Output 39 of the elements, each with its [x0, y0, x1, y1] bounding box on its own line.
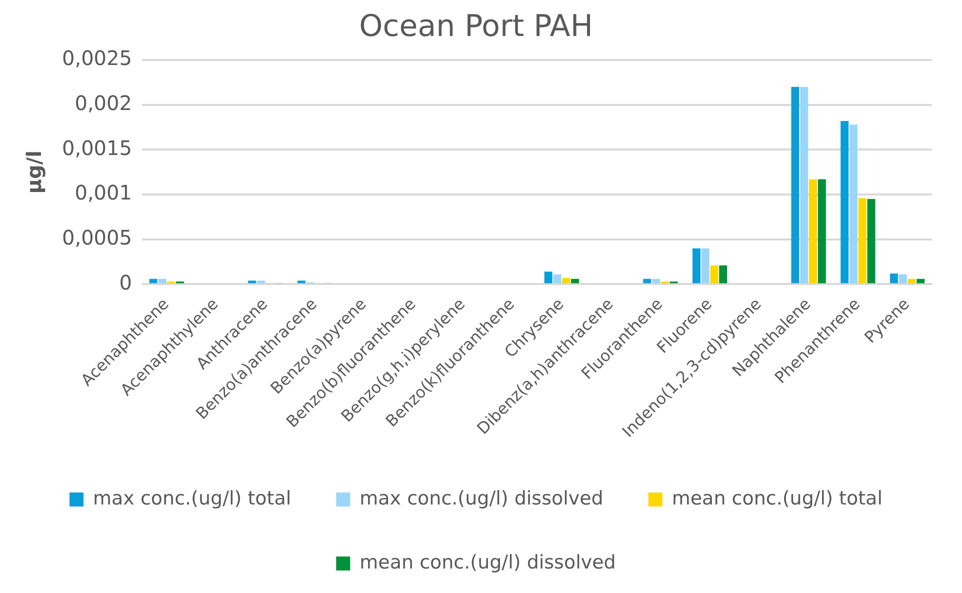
bar	[692, 248, 700, 284]
legend-label: max conc.(ug/l) dissolved	[360, 487, 604, 510]
bar	[809, 179, 818, 284]
y-axis-title: µg/l	[22, 150, 46, 194]
bar	[256, 280, 265, 284]
bar	[562, 278, 570, 284]
bar	[149, 278, 158, 284]
y-tick-label: 0,0005	[62, 226, 132, 250]
bar	[791, 86, 800, 284]
bar	[158, 278, 166, 284]
legend-label: max conc.(ug/l) total	[93, 487, 292, 510]
bar	[858, 198, 866, 284]
bar	[916, 278, 925, 284]
bar	[867, 199, 876, 284]
bar	[890, 273, 898, 284]
legend-label: mean conc.(ug/l) total	[672, 487, 882, 510]
y-tick-label: 0,002	[74, 91, 132, 116]
y-tick-label: 0,0015	[62, 136, 132, 160]
y-tick-label: 0,0025	[62, 46, 132, 70]
bar	[818, 179, 826, 284]
bar	[544, 272, 552, 284]
chart-title: Ocean Port PAH	[359, 8, 593, 44]
y-tick-label: 0	[119, 270, 132, 294]
legend-label: mean conc.(ug/l) dissolved	[360, 551, 616, 574]
bar	[849, 124, 858, 284]
bar	[710, 265, 718, 284]
bar	[571, 278, 580, 284]
y-tick-label: 0,001	[74, 180, 132, 205]
bar	[719, 265, 728, 284]
bar	[652, 278, 660, 284]
bar	[840, 120, 849, 284]
bar	[800, 86, 808, 284]
bar	[908, 278, 916, 284]
bar	[553, 274, 562, 284]
bar	[248, 280, 256, 284]
bar	[898, 274, 907, 284]
bar	[643, 278, 652, 284]
bar	[701, 248, 710, 284]
bar	[297, 280, 306, 284]
